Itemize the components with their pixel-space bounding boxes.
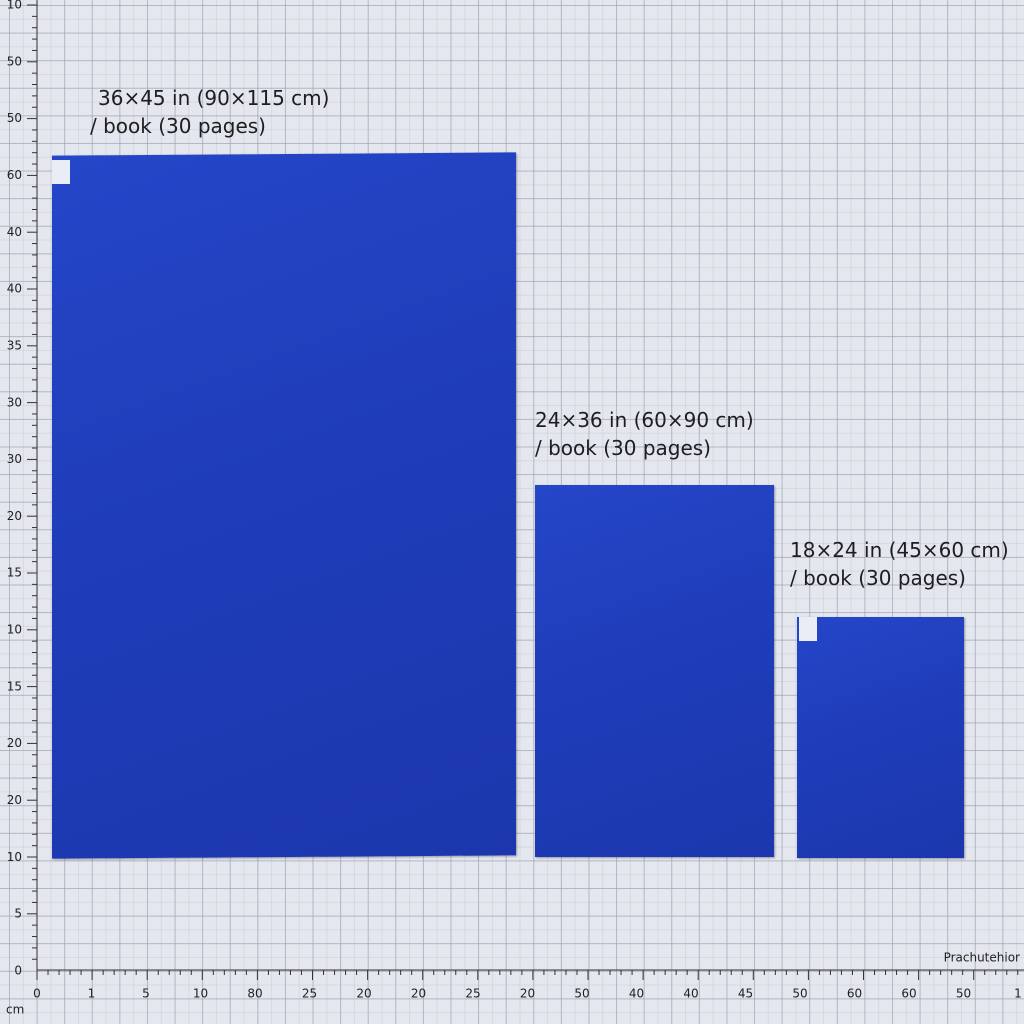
caption: / book (30 pages) [90,114,266,138]
ruler-label: 50 [792,987,807,1001]
medium-mat [535,485,774,857]
caption: / book (30 pages) [790,566,966,590]
brand-label: Prachutehior [944,951,1020,965]
ruler-label: 20 [520,987,535,1001]
ruler-label: 40 [683,987,698,1001]
ruler-label: 40 [7,282,22,296]
ruler-label: 10 [7,850,22,864]
ruler-label: 60 [901,987,916,1001]
ruler-label: 50 [7,111,22,125]
ruler-label: 20 [7,509,22,523]
ruler-label: 1 [88,987,96,1001]
mat-tab [52,160,70,184]
ruler-label: 20 [7,736,22,750]
ruler-label: 40 [629,987,644,1001]
ruler-label: 10 [7,623,22,637]
caption: 36×45 in (90×115 cm) [98,86,330,110]
ruler-label: 60 [7,168,22,182]
ruler-label: 0 [14,964,22,978]
small-mat [797,617,964,858]
ruler-label: 30 [7,452,22,466]
ruler-label: 15 [7,679,22,693]
ruler-label: 60 [847,987,862,1001]
ruler-label: 5 [142,987,150,1001]
caption: 18×24 in (45×60 cm) [790,538,1009,562]
ruler-label: 10 [193,987,208,1001]
ruler-label: 25 [302,987,317,1001]
ruler-label: 25 [465,987,480,1001]
ruler-label: 20 [356,987,371,1001]
ruler-label: 1 [1014,987,1022,1001]
ruler-label: 35 [7,338,22,352]
ruler-label: 50 [574,987,589,1001]
ruler-label: 20 [411,987,426,1001]
ruler-label: 30 [7,395,22,409]
ruler-label: 50 [956,987,971,1001]
ruler-label: 0 [33,987,41,1001]
ruler-label: 10 [7,0,22,12]
mat-tab [799,617,817,641]
caption: / book (30 pages) [535,436,711,460]
ruler-label: 20 [7,793,22,807]
unit-label: cm [6,1003,24,1017]
ruler-label: 5 [14,907,22,921]
ruler-label: 50 [7,54,22,68]
ruler-label: 40 [7,225,22,239]
ruler-label: 80 [247,987,262,1001]
caption: 24×36 in (60×90 cm) [535,408,754,432]
ruler-label: 45 [738,987,753,1001]
ruler-label: 15 [7,566,22,580]
